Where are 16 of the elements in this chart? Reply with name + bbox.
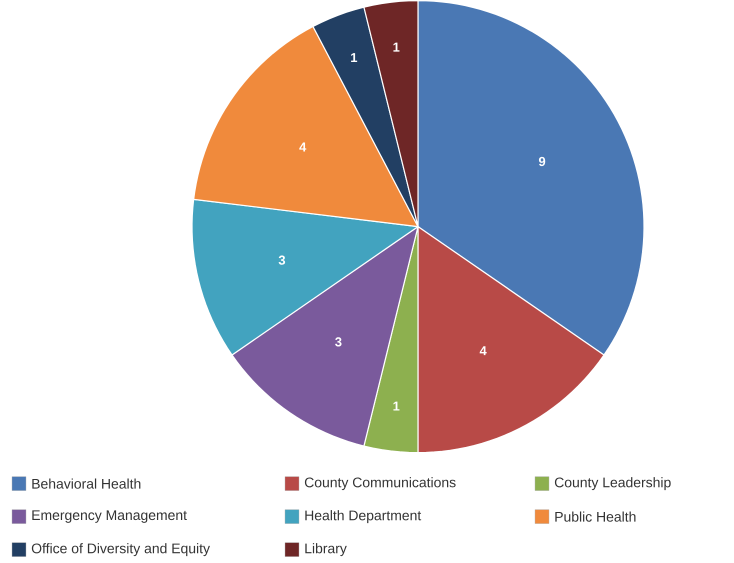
data-label: 3: [335, 338, 342, 347]
legend-label: Behavioral Health: [32, 478, 140, 489]
data-label: 4: [480, 346, 487, 356]
legend-label: Public Health: [555, 512, 636, 522]
data-label: 9: [538, 157, 546, 166]
legend-label: County Leadership: [554, 477, 671, 490]
data-label: 1: [351, 53, 358, 62]
legend-label: County Communications: [304, 477, 456, 490]
legend-label: Office of Diversity and Equity: [32, 543, 210, 556]
data-label: 4: [299, 142, 306, 152]
legend-label: Library: [305, 543, 347, 556]
legend-label: Health Department: [305, 510, 422, 524]
legend-label: Emergency Management: [32, 510, 187, 524]
data-label: 1: [393, 42, 400, 52]
data-label: 1: [393, 402, 400, 411]
data-label: 3: [278, 256, 286, 265]
